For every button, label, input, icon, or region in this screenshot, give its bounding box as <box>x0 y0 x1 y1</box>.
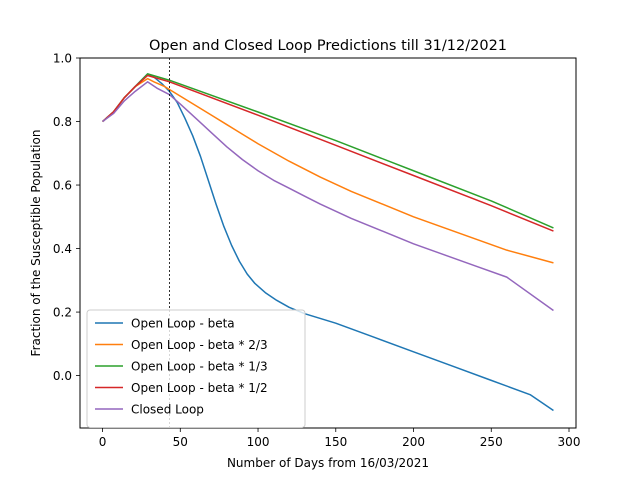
y-axis-label: Fraction of the Susceptible Population <box>29 130 43 357</box>
y-tick-label: 1.0 <box>53 52 72 66</box>
x-tick-label: 0 <box>99 435 107 449</box>
x-tick-label: 250 <box>480 435 503 449</box>
series-line-2 <box>102 77 554 264</box>
y-tick-label: 0.0 <box>53 369 72 383</box>
series-lines <box>102 73 554 412</box>
series-line-4 <box>102 74 554 232</box>
plot-frame <box>79 57 577 429</box>
x-tick-label: 300 <box>558 435 581 449</box>
plot-area <box>79 57 577 429</box>
y-tick-label: 0.4 <box>53 242 72 256</box>
legend-entry: Open Loop - beta * 1/3 <box>131 360 268 374</box>
x-tick-label: 100 <box>247 435 270 449</box>
legend-entry: Open Loop - beta * 2/3 <box>131 338 268 352</box>
x-axis-label: Number of Days from 16/03/2021 <box>227 456 429 470</box>
x-tick-label: 50 <box>173 435 188 449</box>
x-tick-label: 200 <box>402 435 425 449</box>
legend: Open Loop - beta Open Loop - beta * 2/3 Op… <box>86 309 306 428</box>
y-tick-label: 0.6 <box>53 179 72 193</box>
series-line-5 <box>102 81 554 312</box>
chart-title: Open and Closed Loop Predictions till 31… <box>149 38 507 54</box>
x-tick-label: 150 <box>324 435 347 449</box>
y-axis: 0.0 0.2 0.4 0.6 0.8 1.0 <box>53 52 80 383</box>
legend-box <box>86 309 306 428</box>
legend-entry: Closed Loop <box>131 403 204 417</box>
x-axis: 0 50 100 150 200 250 300 <box>99 428 581 449</box>
y-tick-label: 0.2 <box>53 306 72 320</box>
legend-entry: Open Loop - beta * 1/2 <box>131 381 268 395</box>
legend-entry: Open Loop - beta <box>131 317 235 331</box>
y-tick-label: 0.8 <box>53 115 72 129</box>
